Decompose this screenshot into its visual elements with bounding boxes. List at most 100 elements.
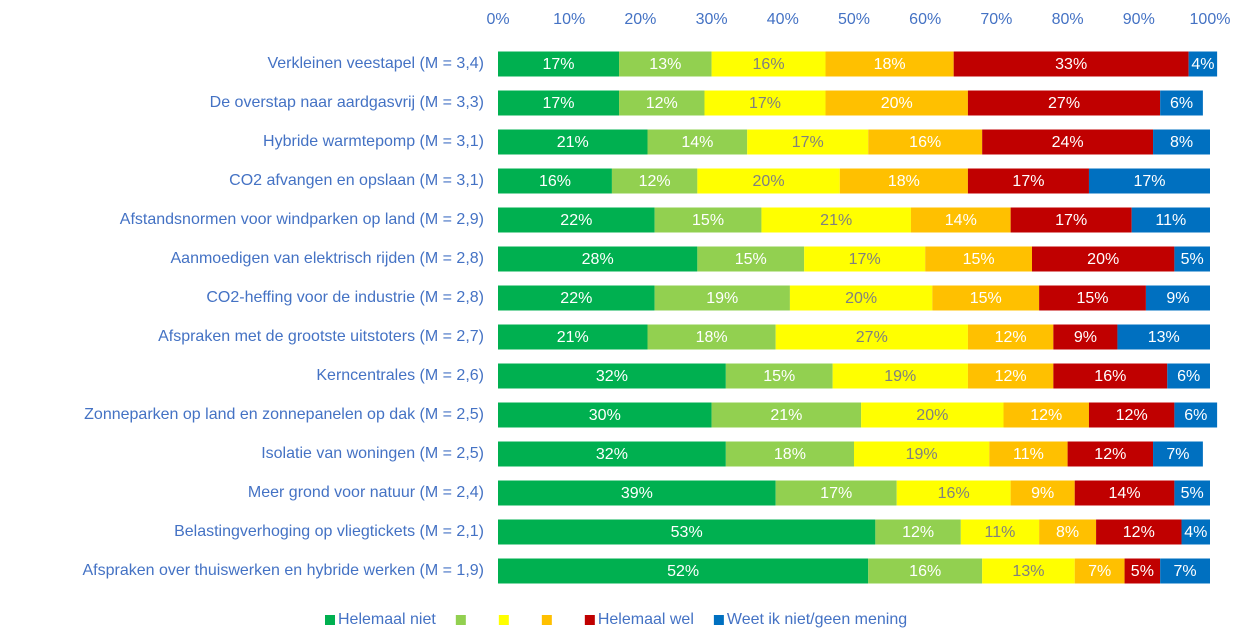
data-label: 12% [902,524,934,541]
data-label: 8% [1170,134,1193,151]
x-tick-label: 20% [624,11,656,28]
bar-segment [761,207,911,233]
bar-segment [953,51,1189,77]
data-label: 9% [1166,290,1189,307]
data-label: 11% [1013,446,1044,463]
legend-swatch [498,615,509,625]
bar-segment [960,519,1040,545]
data-label: 21% [557,329,589,346]
data-label: 12% [1094,446,1126,463]
data-label: 15% [963,251,995,268]
data-label: 32% [596,446,628,463]
bar-segment [498,402,712,428]
legend-label: Weet ik niet/geen mening [727,611,907,628]
bar-segment [1003,402,1089,428]
bar-segment [725,441,854,467]
legend-swatch [713,615,724,625]
category-label: Afspraken over thuiswerken en hybride we… [82,562,484,579]
bar-segment [775,324,968,350]
data-label: 11% [985,524,1016,541]
data-label: 16% [938,485,970,502]
data-label: 16% [909,134,941,151]
bar-segment [1039,519,1097,545]
data-label: 19% [706,290,738,307]
data-label: 6% [1184,407,1207,424]
bar-segment [619,90,705,116]
legend-swatch [325,615,335,625]
bar-segment [1010,207,1132,233]
data-label: 33% [1055,56,1087,73]
category-label: Afstandsnormen voor windparken op land (… [120,211,484,228]
legend-swatch [455,615,466,625]
bar-segment [711,51,826,77]
bar-segment [647,129,748,155]
data-label: 5% [1181,251,1204,268]
bar-segment [498,168,612,194]
data-label: 30% [589,407,621,424]
data-label: 22% [560,212,592,229]
bar-segment [910,207,1011,233]
data-label: 15% [692,212,724,229]
bar-segment [1145,285,1210,311]
category-label: CO2 afvangen en opslaan (M = 3,1) [229,172,484,189]
bar-segment [832,363,968,389]
bar-segment [982,558,1075,584]
data-label: 20% [881,95,913,112]
legend-swatch [584,615,595,625]
bar-segment [1039,285,1146,311]
x-tick-label: 0% [486,11,509,28]
bar-segment [875,519,961,545]
bar-segment [1053,363,1168,389]
bar-segment [1067,441,1154,467]
data-label: 27% [856,329,888,346]
data-label: 9% [1031,485,1054,502]
bar-segment [747,129,869,155]
data-label: 5% [1181,485,1204,502]
bar-segment [619,51,712,77]
data-label: 15% [763,368,795,385]
x-tick-label: 10% [553,11,585,28]
bar-segment [839,168,968,194]
bar-segment [498,441,726,467]
bar-segment [1053,324,1118,350]
data-label: 13% [1148,329,1180,346]
bar-segment [1088,168,1210,194]
bar-segment [498,519,876,545]
bar-segment [854,441,990,467]
data-label: 32% [596,368,628,385]
data-label: 17% [543,56,575,73]
bar-segment [967,324,1054,350]
data-label: 17% [1133,173,1165,190]
data-label: 12% [1123,524,1155,541]
data-label: 8% [1056,524,1079,541]
data-label: 17% [820,485,852,502]
bar-segment [825,51,954,77]
bar-segment [868,129,983,155]
data-label: 13% [1012,563,1044,580]
data-label: 20% [1087,251,1119,268]
bar-segment [825,90,968,116]
x-tick-label: 100% [1190,11,1231,28]
bar-segment [1160,90,1203,116]
data-label: 18% [774,446,806,463]
bar-segment [498,90,620,116]
data-label: 16% [909,563,941,580]
bar-segment [989,441,1068,467]
bar-segment [896,480,1011,506]
data-label: 20% [845,290,877,307]
legend-swatch [541,615,552,625]
bar-segment [1160,558,1210,584]
bar-segment [967,90,1161,116]
bar-segment [775,480,897,506]
data-label: 18% [696,329,728,346]
bar-segment [711,402,862,428]
bar-segment [1181,519,1210,545]
bar-segment [1117,324,1210,350]
bar-segment [1032,246,1175,272]
data-label: 11% [1155,212,1186,229]
category-label: De overstap naar aardgasvrij (M = 3,3) [210,94,484,111]
bar-segment [1153,129,1210,155]
x-tick-label: 90% [1123,11,1155,28]
data-label: 21% [770,407,802,424]
data-label: 5% [1131,563,1154,580]
